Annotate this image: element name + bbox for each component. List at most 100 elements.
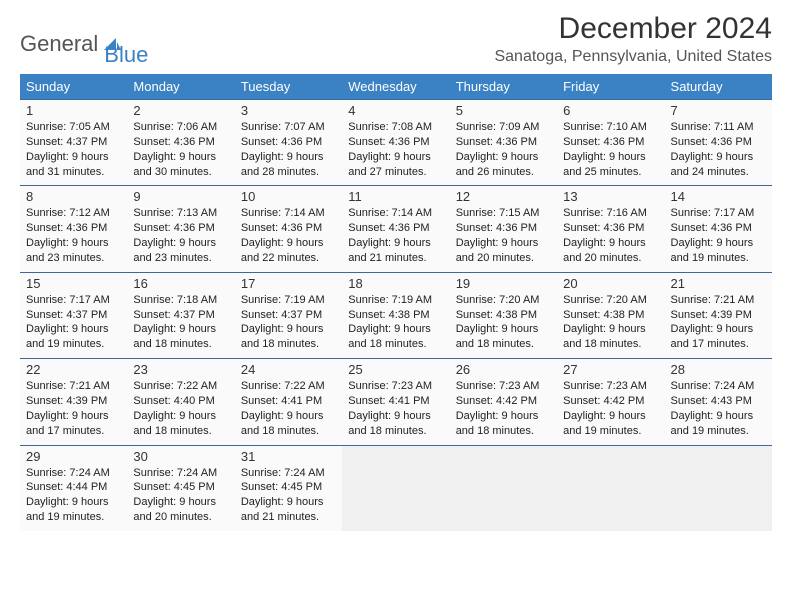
- sunrise-line: Sunrise: 7:07 AM: [241, 120, 336, 135]
- calendar-cell: 25Sunrise: 7:23 AMSunset: 4:41 PMDayligh…: [342, 359, 449, 445]
- day-number: 22: [26, 362, 121, 377]
- sunrise-line: Sunrise: 7:19 AM: [241, 293, 336, 308]
- sunset-line: Sunset: 4:36 PM: [456, 221, 551, 236]
- calendar-cell: 14Sunrise: 7:17 AMSunset: 4:36 PMDayligh…: [665, 186, 772, 272]
- daylight-line: Daylight: 9 hours and 18 minutes.: [563, 322, 658, 352]
- weekday-header: Saturday: [665, 74, 772, 100]
- daylight-line: Daylight: 9 hours and 23 minutes.: [26, 236, 121, 266]
- day-number: 28: [671, 362, 766, 377]
- sunrise-line: Sunrise: 7:16 AM: [563, 206, 658, 221]
- daylight-line: Daylight: 9 hours and 20 minutes.: [133, 495, 228, 525]
- sunrise-line: Sunrise: 7:11 AM: [671, 120, 766, 135]
- weekday-header: Thursday: [450, 74, 557, 100]
- calendar-cell: 4 Sunrise: 7:08 AMSunset: 4:36 PMDaylight…: [342, 100, 449, 186]
- sunrise-line: Sunrise: 7:24 AM: [241, 466, 336, 481]
- daylight-line: Daylight: 9 hours and 28 minutes.: [241, 150, 336, 180]
- sunset-line: Sunset: 4:36 PM: [348, 135, 443, 150]
- day-number: 31: [241, 449, 336, 464]
- daylight-line: Daylight: 9 hours and 19 minutes.: [26, 322, 121, 352]
- calendar-cell: 27Sunrise: 7:23 AMSunset: 4:42 PMDayligh…: [557, 359, 664, 445]
- weekday-header: Wednesday: [342, 74, 449, 100]
- sunset-line: Sunset: 4:36 PM: [133, 135, 228, 150]
- sunset-line: Sunset: 4:36 PM: [133, 221, 228, 236]
- daylight-line: Daylight: 9 hours and 19 minutes.: [671, 236, 766, 266]
- day-number: 16: [133, 276, 228, 291]
- sunset-line: Sunset: 4:36 PM: [241, 135, 336, 150]
- sunrise-line: Sunrise: 7:20 AM: [563, 293, 658, 308]
- day-number: 24: [241, 362, 336, 377]
- daylight-line: Daylight: 9 hours and 30 minutes.: [133, 150, 228, 180]
- sunrise-line: Sunrise: 7:09 AM: [456, 120, 551, 135]
- daylight-line: Daylight: 9 hours and 31 minutes.: [26, 150, 121, 180]
- daylight-line: Daylight: 9 hours and 24 minutes.: [671, 150, 766, 180]
- weekday-header: Sunday: [20, 74, 127, 100]
- calendar-cell: 21Sunrise: 7:21 AMSunset: 4:39 PMDayligh…: [665, 272, 772, 358]
- sunrise-line: Sunrise: 7:13 AM: [133, 206, 228, 221]
- day-number: 5: [456, 103, 551, 118]
- title-block: December 2024 Sanatoga, Pennsylvania, Un…: [494, 12, 772, 66]
- sunset-line: Sunset: 4:43 PM: [671, 394, 766, 409]
- calendar-cell: 18Sunrise: 7:19 AMSunset: 4:38 PMDayligh…: [342, 272, 449, 358]
- day-number: 4: [348, 103, 443, 118]
- daylight-line: Daylight: 9 hours and 21 minutes.: [348, 236, 443, 266]
- sunrise-line: Sunrise: 7:20 AM: [456, 293, 551, 308]
- daylight-line: Daylight: 9 hours and 18 minutes.: [456, 409, 551, 439]
- sunrise-line: Sunrise: 7:08 AM: [348, 120, 443, 135]
- day-number: 14: [671, 189, 766, 204]
- calendar-cell: 22Sunrise: 7:21 AMSunset: 4:39 PMDayligh…: [20, 359, 127, 445]
- daylight-line: Daylight: 9 hours and 18 minutes.: [348, 409, 443, 439]
- day-number: 21: [671, 276, 766, 291]
- month-title: December 2024: [494, 12, 772, 46]
- calendar-row: 8Sunrise: 7:12 AMSunset: 4:36 PMDaylight…: [20, 186, 772, 272]
- sunrise-line: Sunrise: 7:05 AM: [26, 120, 121, 135]
- sunset-line: Sunset: 4:38 PM: [563, 308, 658, 323]
- calendar-cell: 20 Sunrise: 7:20 AMSunset: 4:38 PMDayligh…: [557, 272, 664, 358]
- daylight-line: Daylight: 9 hours and 18 minutes.: [456, 322, 551, 352]
- location: Sanatoga, Pennsylvania, United States: [494, 48, 772, 66]
- day-number: 19: [456, 276, 551, 291]
- day-number: 10: [241, 189, 336, 204]
- calendar-cell: 9Sunrise: 7:13 AMSunset: 4:36 PMDaylight…: [127, 186, 234, 272]
- day-number: 29: [26, 449, 121, 464]
- calendar-cell: 24Sunrise: 7:22 AMSunset: 4:41 PMDayligh…: [235, 359, 342, 445]
- sunrise-line: Sunrise: 7:15 AM: [456, 206, 551, 221]
- daylight-line: Daylight: 9 hours and 17 minutes.: [26, 409, 121, 439]
- sunset-line: Sunset: 4:40 PM: [133, 394, 228, 409]
- sunrise-line: Sunrise: 7:06 AM: [133, 120, 228, 135]
- weekday-header: Friday: [557, 74, 664, 100]
- day-number: 25: [348, 362, 443, 377]
- day-number: 2: [133, 103, 228, 118]
- sunset-line: Sunset: 4:37 PM: [241, 308, 336, 323]
- calendar-cell: 6Sunrise: 7:10 AMSunset: 4:36 PMDaylight…: [557, 100, 664, 186]
- daylight-line: Daylight: 9 hours and 27 minutes.: [348, 150, 443, 180]
- daylight-line: Daylight: 9 hours and 20 minutes.: [563, 236, 658, 266]
- day-number: 9: [133, 189, 228, 204]
- calendar-row: 22Sunrise: 7:21 AMSunset: 4:39 PMDayligh…: [20, 359, 772, 445]
- sunset-line: Sunset: 4:41 PM: [348, 394, 443, 409]
- sunset-line: Sunset: 4:36 PM: [671, 221, 766, 236]
- day-number: 8: [26, 189, 121, 204]
- daylight-line: Daylight: 9 hours and 19 minutes.: [26, 495, 121, 525]
- calendar-table: SundayMondayTuesdayWednesdayThursdayFrid…: [20, 74, 772, 531]
- daylight-line: Daylight: 9 hours and 19 minutes.: [671, 409, 766, 439]
- day-number: 3: [241, 103, 336, 118]
- sunset-line: Sunset: 4:42 PM: [456, 394, 551, 409]
- weekday-header: Monday: [127, 74, 234, 100]
- day-number: 26: [456, 362, 551, 377]
- day-number: 20: [563, 276, 658, 291]
- weekday-header-row: SundayMondayTuesdayWednesdayThursdayFrid…: [20, 74, 772, 100]
- sunset-line: Sunset: 4:36 PM: [563, 221, 658, 236]
- sunset-line: Sunset: 4:37 PM: [26, 308, 121, 323]
- calendar-cell-empty: [450, 445, 557, 531]
- calendar-cell: 16Sunrise: 7:18 AMSunset: 4:37 PMDayligh…: [127, 272, 234, 358]
- sunset-line: Sunset: 4:44 PM: [26, 480, 121, 495]
- sunset-line: Sunset: 4:36 PM: [26, 221, 121, 236]
- calendar-body: 1Sunrise: 7:05 AMSunset: 4:37 PMDaylight…: [20, 100, 772, 531]
- calendar-cell: 2 Sunrise: 7:06 AMSunset: 4:36 PMDaylight…: [127, 100, 234, 186]
- day-number: 17: [241, 276, 336, 291]
- sunset-line: Sunset: 4:36 PM: [563, 135, 658, 150]
- calendar-cell: 30Sunrise: 7:24 AMSunset: 4:45 PMDayligh…: [127, 445, 234, 531]
- calendar-cell: 12Sunrise: 7:15 AMSunset: 4:36 PMDayligh…: [450, 186, 557, 272]
- sunrise-line: Sunrise: 7:14 AM: [348, 206, 443, 221]
- daylight-line: Daylight: 9 hours and 18 minutes.: [133, 409, 228, 439]
